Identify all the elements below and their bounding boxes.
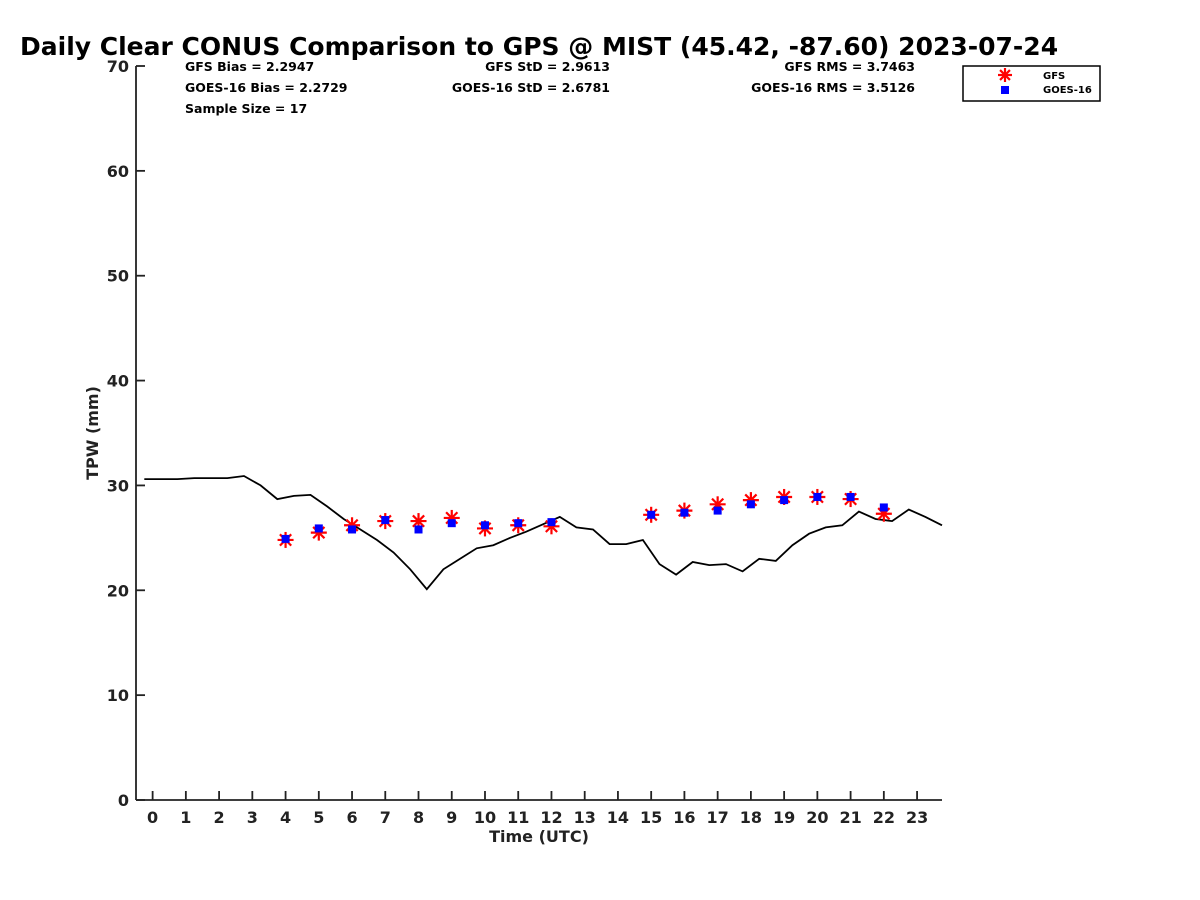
legend-goes-label: GOES-16 — [1043, 85, 1092, 96]
y-axis-label: TPW (mm) — [83, 386, 102, 480]
x-tick-label: 4 — [280, 808, 291, 827]
gfs-bias-stat: GFS Bias = 2.2947 — [185, 59, 314, 74]
x-tick-label: 13 — [574, 808, 596, 827]
gfs-rms-stat: GFS RMS = 3.7463 — [784, 59, 915, 74]
goes-point — [846, 492, 855, 501]
legend-box — [962, 65, 1101, 102]
legend-gfs-marker — [998, 68, 1012, 82]
x-tick-label: 6 — [346, 808, 357, 827]
x-tick-label: 5 — [313, 808, 324, 827]
goes-point — [314, 524, 323, 533]
x-tick-label: 10 — [474, 808, 496, 827]
x-tick-label: 17 — [707, 808, 729, 827]
goes-point — [647, 510, 656, 519]
gps-line-layer — [144, 475, 943, 591]
goes-point — [713, 506, 722, 515]
goes-point — [746, 500, 755, 509]
x-tick-label: 19 — [773, 808, 795, 827]
legend-gfs-label: GFS — [1043, 71, 1065, 82]
goes-point — [381, 516, 390, 525]
x-tick-label: 20 — [806, 808, 828, 827]
x-tick-label: 8 — [413, 808, 424, 827]
gps-line — [144, 475, 943, 591]
y-tick-label: 60 — [107, 162, 129, 181]
x-axis-label: Time (UTC) — [489, 827, 589, 846]
goes-point — [547, 518, 556, 527]
y-tick-label: 20 — [107, 581, 129, 600]
chart-title: Daily Clear CONUS Comparison to GPS @ MI… — [20, 32, 1058, 61]
goes-point — [514, 519, 523, 528]
goes-bias-stat: GOES-16 Bias = 2.2729 — [185, 80, 347, 95]
sample-size-stat: Sample Size = 17 — [185, 101, 307, 116]
x-tick-label: 9 — [446, 808, 457, 827]
markers-layer — [277, 488, 892, 548]
y-tick-label: 10 — [107, 686, 129, 705]
x-tick-label: 11 — [507, 808, 529, 827]
x-tick-label: 3 — [247, 808, 258, 827]
x-tick-label: 12 — [540, 808, 562, 827]
goes-point — [813, 492, 822, 501]
goes-point — [414, 525, 423, 534]
legend-gfs-asterisk — [998, 68, 1012, 82]
gfs-std-stat: GFS StD = 2.9613 — [485, 59, 610, 74]
y-tick-label: 30 — [107, 476, 129, 495]
x-tick-label: 0 — [147, 808, 158, 827]
legend-goes-marker — [1001, 86, 1009, 94]
goes-point — [780, 496, 789, 505]
y-tick-label: 50 — [107, 267, 129, 286]
goes-rms-stat: GOES-16 RMS = 3.5126 — [751, 80, 915, 95]
x-tick-label: 22 — [873, 808, 895, 827]
x-tick-label: 1 — [180, 808, 191, 827]
x-tick-label: 7 — [380, 808, 391, 827]
goes-point — [879, 503, 888, 512]
goes-point — [680, 508, 689, 517]
y-tick-label: 40 — [107, 372, 129, 391]
goes-point — [281, 534, 290, 543]
y-tick-label: 0 — [118, 791, 129, 810]
goes-point — [480, 521, 489, 530]
x-tick-label: 15 — [640, 808, 662, 827]
goes-point — [348, 525, 357, 534]
x-tick-label: 21 — [839, 808, 861, 827]
x-tick-label: 16 — [673, 808, 695, 827]
stats-block: GFS Bias = 2.2947 GOES-16 Bias = 2.2729 … — [185, 59, 915, 116]
goes-std-stat: GOES-16 StD = 2.6781 — [452, 80, 610, 95]
x-tick-label: 18 — [740, 808, 762, 827]
legend: GFS GOES-16 — [962, 65, 1101, 102]
y-tick-label: 70 — [107, 57, 129, 76]
goes-point — [447, 519, 456, 528]
x-tick-label: 14 — [607, 808, 629, 827]
x-tick-label: 2 — [214, 808, 225, 827]
x-tick-label: 23 — [906, 808, 928, 827]
